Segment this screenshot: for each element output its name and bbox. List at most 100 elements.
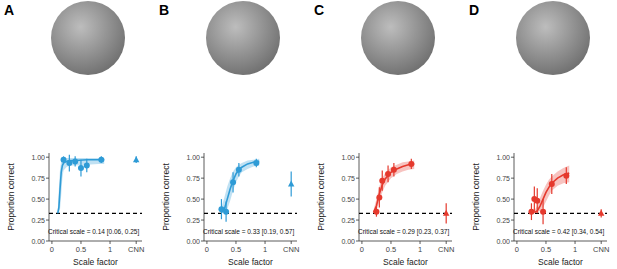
x-axis bbox=[514, 241, 607, 242]
y-tick bbox=[356, 199, 359, 200]
y-tick-label: 1.00 bbox=[341, 154, 355, 161]
x-tick-label: CNN bbox=[128, 245, 144, 254]
y-tick-label: 1.00 bbox=[31, 154, 45, 161]
data-point bbox=[253, 160, 259, 166]
y-tick bbox=[201, 241, 204, 242]
y-tick-label: 0.75 bbox=[186, 175, 200, 182]
x-tick bbox=[291, 241, 292, 244]
y-tick-label: 1.00 bbox=[186, 154, 200, 161]
panel: B0.000.250.500.751.0000.51CNNScale facto… bbox=[159, 1, 299, 267]
y-tick bbox=[201, 220, 204, 221]
x-tick bbox=[80, 241, 81, 244]
x-axis bbox=[204, 241, 297, 242]
y-tick bbox=[46, 178, 49, 179]
panel: C0.000.250.500.751.0000.51CNNScale facto… bbox=[314, 1, 454, 267]
x-tick-label: 0 bbox=[205, 245, 209, 254]
x-tick-label: 0 bbox=[515, 245, 519, 254]
y-axis-title: Proportion correct bbox=[161, 163, 171, 231]
panel-label: B bbox=[159, 2, 169, 18]
data-point bbox=[563, 173, 569, 179]
y-tick bbox=[511, 220, 514, 221]
data-point bbox=[391, 167, 397, 173]
stimulus-image bbox=[206, 1, 280, 75]
x-tick bbox=[51, 241, 52, 244]
figure: A0.000.250.500.751.0000.51CNNScale facto… bbox=[0, 0, 617, 269]
data-point bbox=[376, 194, 382, 200]
x-tick-label: 1 bbox=[263, 245, 267, 254]
y-tick bbox=[511, 178, 514, 179]
y-tick bbox=[356, 157, 359, 158]
y-tick-label: 0.50 bbox=[186, 196, 200, 203]
y-tick bbox=[46, 199, 49, 200]
x-tick bbox=[446, 241, 447, 244]
data-point bbox=[528, 209, 534, 215]
fit-line bbox=[221, 161, 259, 212]
x-axis-title: Scale factor bbox=[383, 257, 428, 267]
data-point bbox=[61, 157, 67, 163]
x-tick bbox=[361, 241, 362, 244]
x-axis-title: Scale factor bbox=[73, 257, 118, 267]
x-axis bbox=[359, 241, 452, 242]
data-point bbox=[540, 209, 546, 215]
x-tick-label: 0 bbox=[50, 245, 54, 254]
fit-line bbox=[374, 164, 415, 213]
fit-band bbox=[221, 159, 259, 213]
x-tick-label: CNN bbox=[593, 245, 609, 254]
data-point bbox=[236, 167, 242, 173]
y-tick-label: 0.25 bbox=[186, 217, 200, 224]
x-tick-label: 0.5 bbox=[76, 245, 86, 254]
critical-scale: Critical scale = 0.33 [0.19, 0.57] bbox=[203, 228, 294, 236]
x-tick bbox=[110, 241, 111, 244]
y-tick-label: 0.50 bbox=[341, 196, 355, 203]
y-tick bbox=[46, 157, 49, 158]
chance-line bbox=[204, 213, 297, 214]
data-point bbox=[379, 178, 385, 184]
chance-line bbox=[49, 213, 142, 214]
critical-scale: Critical scale = 0.14 [0.06, 0.25] bbox=[48, 228, 139, 236]
x-tick bbox=[265, 241, 266, 244]
stimulus-image bbox=[361, 1, 435, 75]
y-tick-label: 0.00 bbox=[186, 238, 200, 245]
x-tick bbox=[545, 241, 546, 244]
critical-scale: Critical scale = 0.29 [0.23, 0.37] bbox=[358, 228, 449, 236]
y-tick-label: 0.25 bbox=[31, 217, 45, 224]
cnn-point bbox=[288, 181, 294, 187]
y-axis-title: Proportion correct bbox=[6, 163, 16, 231]
x-tick bbox=[420, 241, 421, 244]
y-tick bbox=[201, 199, 204, 200]
plot-area bbox=[204, 159, 297, 222]
x-tick-label: 0.5 bbox=[231, 245, 241, 254]
y-tick-label: 0.25 bbox=[496, 217, 510, 224]
x-tick bbox=[575, 241, 576, 244]
critical-scale: Critical scale = 0.42 [0.34, 0.54] bbox=[513, 228, 604, 236]
panel-label: A bbox=[4, 2, 14, 18]
plot-area bbox=[359, 159, 452, 224]
y-tick-label: 0.50 bbox=[31, 196, 45, 203]
chance-line bbox=[359, 213, 452, 214]
y-tick bbox=[511, 157, 514, 158]
fit-band bbox=[534, 166, 569, 214]
x-tick-label: 0.5 bbox=[541, 245, 551, 254]
y-axis-title: Proportion correct bbox=[316, 163, 326, 231]
data-point bbox=[98, 157, 104, 163]
fit-line bbox=[534, 173, 569, 212]
data-point bbox=[78, 165, 84, 171]
stimulus-image bbox=[516, 1, 590, 75]
y-tick-label: 0.75 bbox=[341, 175, 355, 182]
x-tick bbox=[601, 241, 602, 244]
data-point bbox=[230, 179, 236, 185]
x-tick-label: 0.5 bbox=[386, 245, 396, 254]
x-axis-title: Scale factor bbox=[538, 257, 583, 267]
y-tick bbox=[356, 241, 359, 242]
x-tick bbox=[136, 241, 137, 244]
y-axis-title: Proportion correct bbox=[471, 163, 481, 231]
x-axis bbox=[49, 241, 142, 242]
y-tick bbox=[201, 178, 204, 179]
panel-label: C bbox=[314, 2, 324, 18]
x-tick bbox=[516, 241, 517, 244]
y-tick-label: 0.00 bbox=[31, 238, 45, 245]
x-tick bbox=[235, 241, 236, 244]
x-tick-label: 1 bbox=[418, 245, 422, 254]
y-tick-label: 0.75 bbox=[496, 175, 510, 182]
x-tick-label: 0 bbox=[360, 245, 364, 254]
